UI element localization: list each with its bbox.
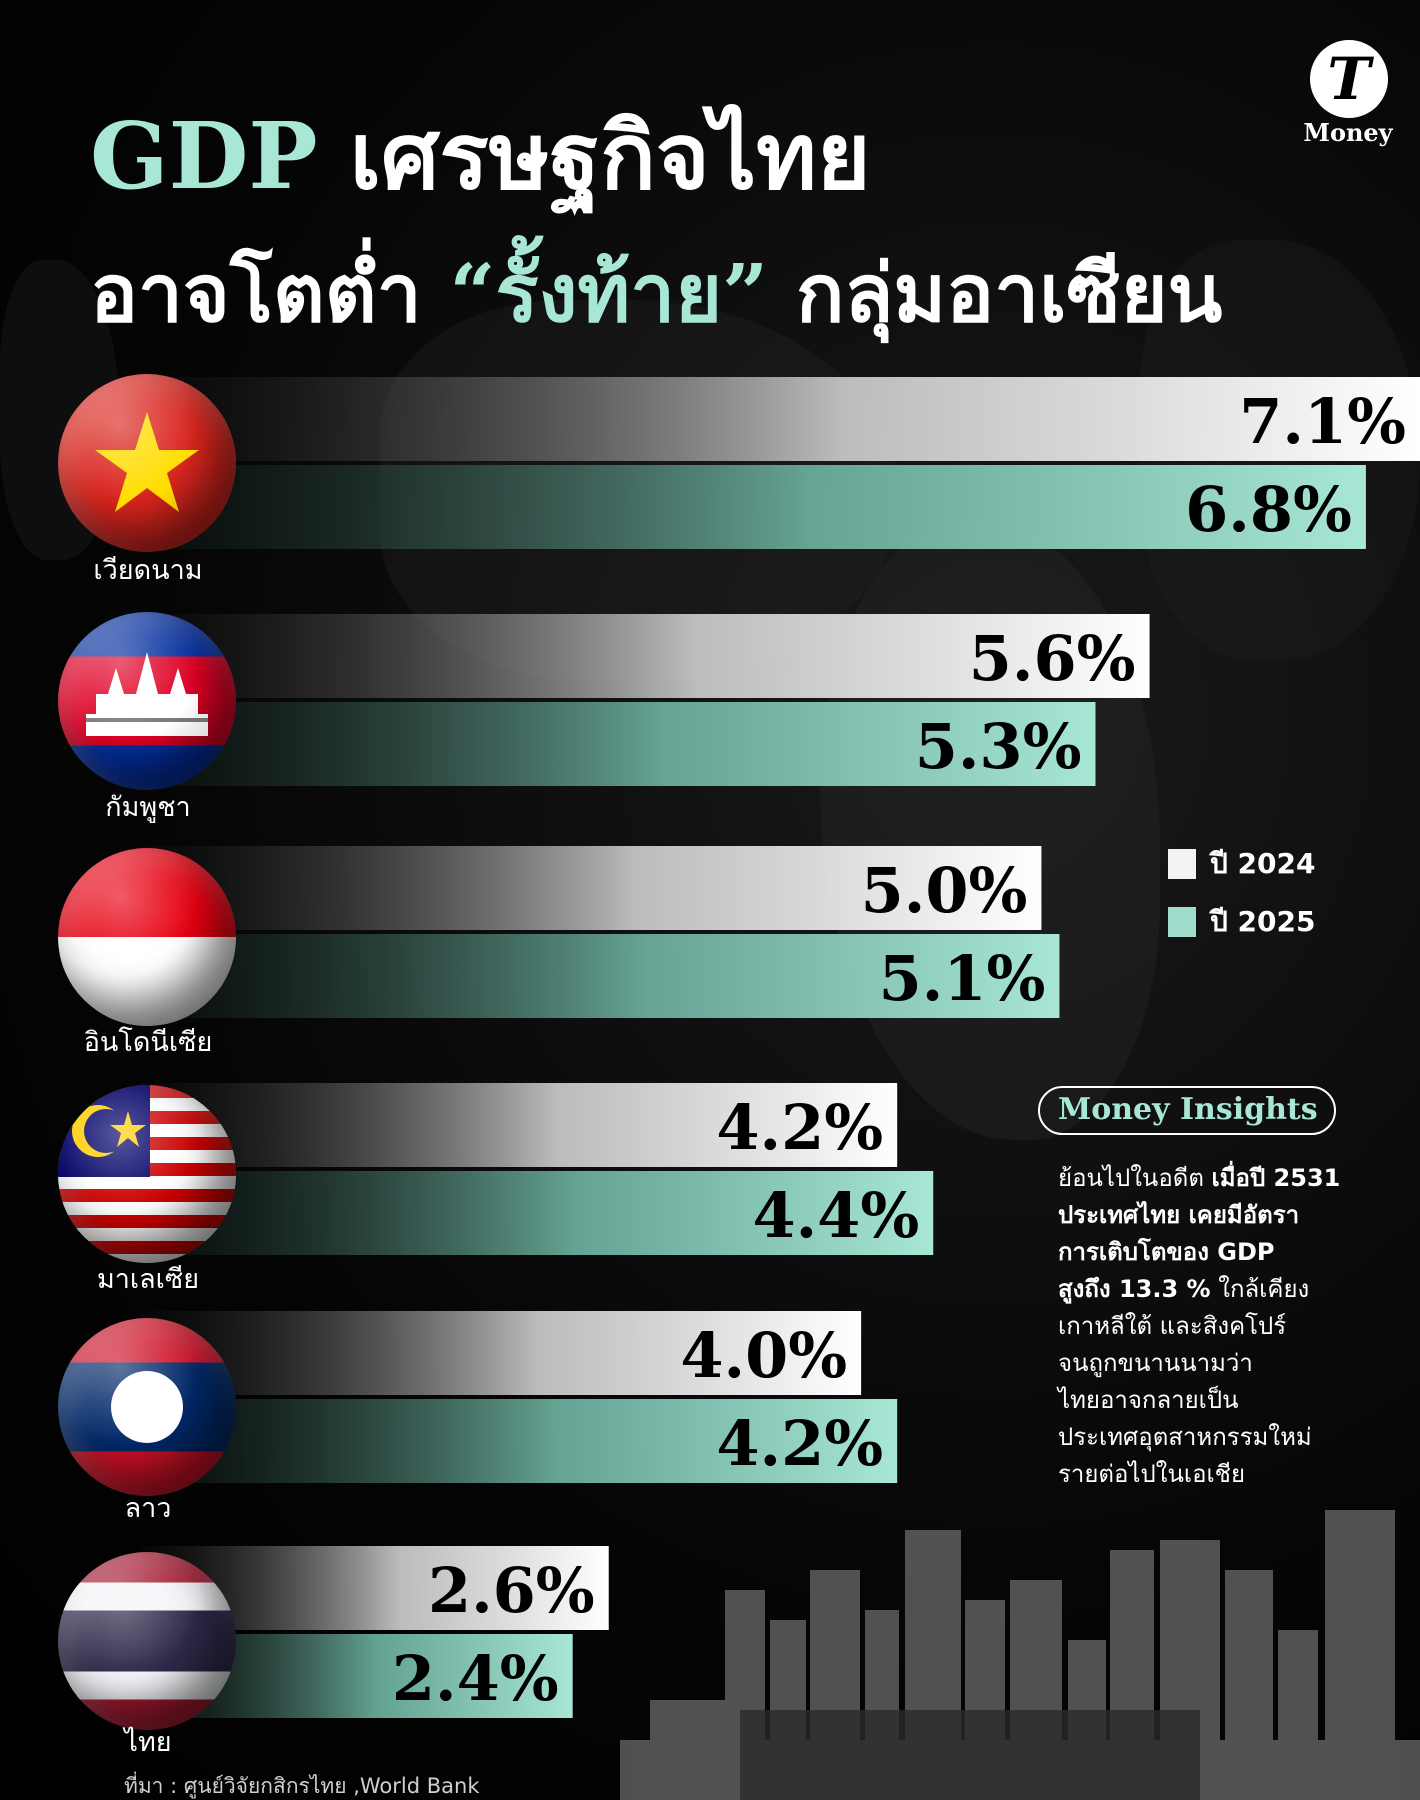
bar-2025	[140, 702, 1096, 786]
flag-gloss	[58, 1318, 236, 1496]
insights-text: ย้อนไปในอดีต เมื่อปี 2531 ประเทศไทย เคยมี…	[1058, 1160, 1388, 1493]
bar-value-label: 4.2%	[716, 1407, 883, 1480]
country-label: เวียดนาม	[93, 555, 203, 586]
insights-normal: จนถูกขนานนามว่า	[1058, 1349, 1253, 1377]
title-highlight-gdp: GDP	[90, 102, 318, 210]
legend-item-2024: ปี 2024	[1168, 842, 1315, 886]
bar-value-label: 5.6%	[969, 622, 1136, 695]
insights-normal: รายต่อไปในเอเชีย	[1058, 1460, 1246, 1488]
chart-legend: ปี 2024 ปี 2025	[1168, 842, 1315, 958]
bar-2024	[140, 1083, 898, 1167]
insights-line: เกาหลีใต้ และสิงคโปร์	[1058, 1308, 1388, 1345]
insights-bold: การเติบโตของ GDP	[1058, 1238, 1275, 1266]
flag-gloss	[58, 612, 236, 790]
white-disc-icon	[111, 1371, 183, 1443]
cambodia-flag-icon	[58, 612, 236, 790]
page-title-line-1: GDP เศรษฐกิจไทย	[90, 82, 871, 229]
vietnam-flag-icon	[58, 374, 236, 552]
insights-bold: เมื่อปี 2531	[1211, 1164, 1341, 1192]
legend-swatch	[1168, 907, 1196, 937]
bars-layer: 7.1% 6.8% 5.6% 5.3% 5.0% 5.1% 4.2% 4.4% 4.0% 4.2%…	[140, 377, 1420, 1718]
star-icon	[95, 412, 199, 512]
insights-line: ประเทศไทย เคยมีอัตรา	[1058, 1197, 1388, 1234]
insights-normal: ใกล้เคียง	[1210, 1275, 1310, 1303]
insights-line: ประเทศอุตสาหกรรมใหม่	[1058, 1419, 1388, 1456]
country-label: อินโดนีเซีย	[83, 1027, 213, 1058]
angkor-wat-icon	[86, 652, 208, 736]
source-note: ที่มา : ศูนย์วิจัยกสิกรไทย ,World Bank	[124, 1774, 480, 1798]
malaysia-flag-icon	[58, 1085, 236, 1263]
bar-2025	[140, 934, 1060, 1018]
insights-line: สูงถึง 13.3 % ใกล้เคียง	[1058, 1271, 1388, 1308]
legend-item-2025: ปี 2025	[1168, 900, 1315, 944]
money-logo: T Money	[1288, 40, 1398, 150]
bar-value-label: 5.1%	[879, 942, 1046, 1015]
bar-value-label: 6.8%	[1185, 473, 1352, 546]
insights-normal: เกาหลีใต้ และสิงคโปร์	[1058, 1312, 1287, 1340]
country-label: มาเลเซีย	[96, 1264, 200, 1295]
title-text: อาจโตต่ำ	[90, 246, 422, 340]
bar-value-label: 2.6%	[428, 1554, 595, 1627]
insights-line: การเติบโตของ GDP	[1058, 1234, 1388, 1271]
bar-value-label: 4.2%	[716, 1091, 883, 1164]
insights-line: รายต่อไปในเอเชีย	[1058, 1456, 1388, 1493]
thailand-flag-icon	[58, 1552, 236, 1730]
bar-2024	[140, 846, 1042, 930]
country-label: กัมพูชา	[105, 792, 191, 823]
logo-word: Money	[1303, 118, 1393, 147]
bar-value-label: 4.0%	[680, 1319, 847, 1392]
bar-2024	[140, 1311, 862, 1395]
flag-gloss	[58, 1552, 236, 1730]
insights-line: ไทยอาจกลายเป็น	[1058, 1382, 1388, 1419]
bar-value-label: 4.4%	[752, 1179, 919, 1252]
insights-normal: ไทยอาจกลายเป็น	[1058, 1386, 1239, 1414]
insights-bold: สูงถึง 13.3 %	[1058, 1275, 1211, 1303]
insights-badge: Money Insights	[1038, 1086, 1336, 1135]
page-title-line-2: อาจโตต่ำ “รั้งท้าย” กลุ่มอาเซียน	[90, 230, 1222, 357]
legend-label: ปี 2025	[1210, 905, 1316, 938]
legend-label: ปี 2024	[1210, 847, 1316, 880]
indonesia-flag-icon	[58, 848, 236, 1026]
country-label: ลาว	[124, 1493, 172, 1524]
title-text: กลุ่มอาเซียน	[795, 246, 1223, 340]
legend-swatch	[1168, 849, 1196, 879]
city-skyline-image	[620, 1510, 1420, 1800]
title-text: เศรษฐกิจไทย	[349, 102, 871, 210]
insights-line: ย้อนไปในอดีต เมื่อปี 2531	[1058, 1160, 1388, 1197]
country-label: ไทย	[124, 1727, 172, 1758]
insights-line: จนถูกขนานนามว่า	[1058, 1345, 1388, 1382]
bar-value-label: 7.1%	[1239, 385, 1406, 458]
bar-2025	[140, 1399, 898, 1483]
bar-2025	[140, 465, 1366, 549]
insights-normal: ประเทศอุตสาหกรรมใหม่	[1058, 1423, 1312, 1451]
flag-gloss	[58, 1085, 236, 1263]
bar-2024	[140, 377, 1420, 461]
insights-normal: ย้อนไปในอดีต	[1058, 1164, 1212, 1192]
bar-2025	[140, 1171, 934, 1255]
flag-gloss	[58, 848, 236, 1026]
bar-value-label: 5.3%	[915, 710, 1082, 783]
insights-bold: ประเทศไทย เคยมีอัตรา	[1058, 1201, 1300, 1229]
logo-letter: T	[1310, 40, 1388, 118]
laos-flag-icon	[58, 1318, 236, 1496]
flag-gloss	[58, 374, 236, 552]
bar-2024	[140, 614, 1150, 698]
bar-value-label: 5.0%	[861, 854, 1028, 927]
bar-value-label: 2.4%	[392, 1642, 559, 1715]
title-highlight: “รั้งท้าย”	[449, 246, 769, 340]
